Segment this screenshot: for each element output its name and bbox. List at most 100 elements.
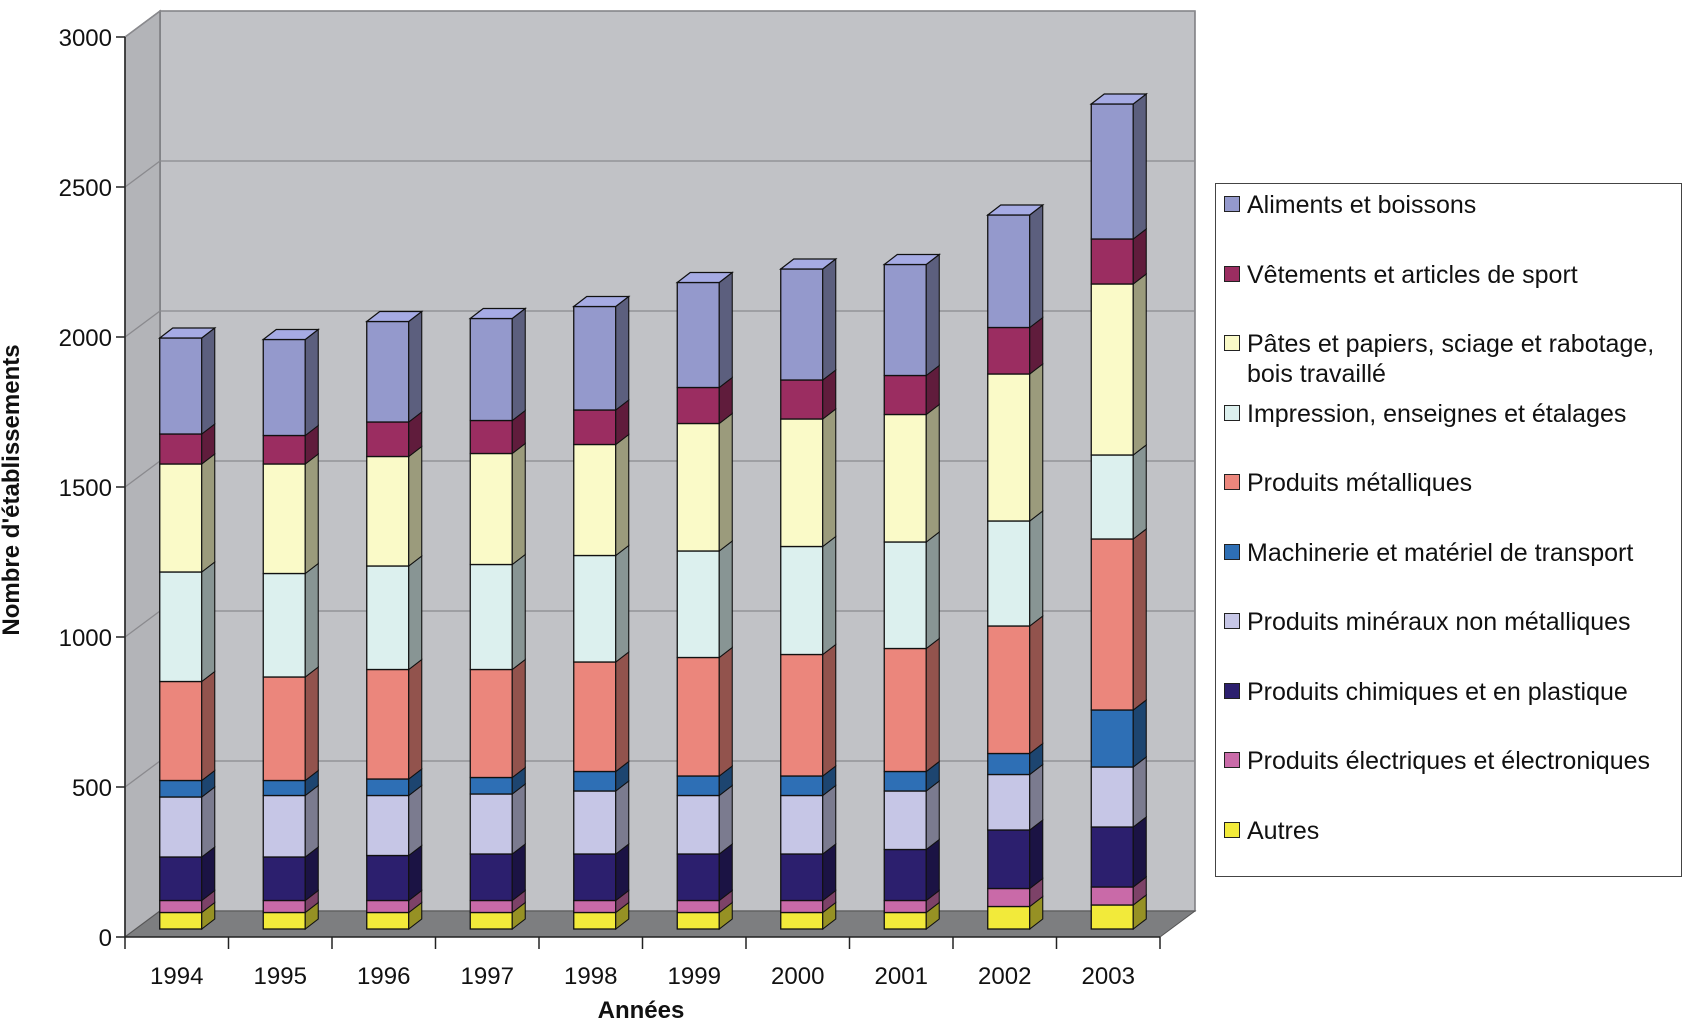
axes: 0 500 1000 1500 2000 2500 3000 1994 1995 1996 1997… [59, 25, 1161, 990]
bar-segment-side [718, 646, 733, 778]
bar-segment-side [1029, 362, 1044, 523]
legend-label: Produits métalliques [1247, 469, 1473, 497]
bar-segment [883, 413, 927, 543]
bar-segment-side [511, 658, 526, 779]
bar-segment [573, 661, 617, 773]
bar-segment [1090, 826, 1134, 888]
bar-segment [883, 911, 927, 930]
bar-top [675, 271, 735, 284]
bar-segment [159, 779, 203, 798]
legend-item: Produits électriques et électroniques [1224, 746, 1677, 776]
bar-segment [159, 911, 203, 930]
gridline-side [124, 760, 161, 788]
bar-segment [780, 899, 824, 914]
bar-segment-side [408, 310, 423, 424]
legend-item: Aliments et boissons [1224, 190, 1677, 220]
legend-item: Pâtes et papiers, sciage et rabotage, bo… [1224, 329, 1677, 389]
bar-top [157, 327, 217, 339]
legend-swatch [1224, 613, 1240, 629]
bar-segment-side [615, 544, 630, 664]
bar-segment [883, 899, 927, 914]
bar-segment-side [822, 784, 837, 856]
bar-stack-1994 [157, 326, 217, 931]
bar-segment-side [304, 452, 319, 575]
x-tick-label: 1999 [668, 963, 721, 990]
bar-segment [469, 563, 513, 671]
bar-segment [780, 545, 824, 656]
bar-segment [573, 409, 617, 446]
chart-legend: Aliments et boissons Vêtements et article… [1215, 183, 1682, 877]
bar-segment [676, 899, 720, 914]
bar-segment-side [1029, 614, 1044, 755]
bar-segment-side [304, 562, 319, 679]
bar-segment [573, 305, 617, 411]
bar-segment [987, 214, 1031, 329]
bar-segment [676, 775, 720, 797]
bar-segment-side [304, 784, 319, 859]
bar-segment [159, 571, 203, 683]
legend-swatch [1224, 543, 1240, 560]
bar-segment [366, 421, 410, 458]
bar-segment-side [408, 554, 423, 671]
bar-segment [780, 418, 824, 548]
bar-segment-side [925, 637, 940, 773]
bar-segment [159, 680, 203, 782]
bar-segment-side [615, 779, 630, 856]
bar-segment-side [718, 539, 733, 659]
bar-segment-side [718, 784, 733, 856]
bar-segment [573, 554, 617, 663]
bar-segment [469, 899, 513, 914]
bar-segment [469, 419, 513, 455]
bar-segment [883, 770, 927, 792]
bar-segment-side [1132, 698, 1147, 769]
bar-stack-1995 [261, 328, 321, 931]
bar-segment [159, 463, 203, 573]
bar-segment-side [511, 553, 526, 671]
legend-label: Autres [1247, 816, 1320, 845]
bar-segment [987, 373, 1031, 522]
bar-segment [1090, 454, 1134, 540]
y-tick-label: 2500 [59, 175, 112, 202]
gridline-side [124, 10, 161, 38]
bar-segment [1090, 904, 1134, 930]
bar-segment [366, 899, 410, 914]
bar-stack-2000 [778, 257, 838, 931]
bar-segment-side [1029, 203, 1044, 329]
bar-segment [573, 911, 617, 930]
x-tick-label: 1998 [564, 963, 617, 990]
bar-segment [159, 796, 203, 858]
x-tick-label: 2000 [771, 963, 824, 990]
legend-item: Vêtements et articles de sport [1224, 260, 1677, 290]
bar-segment [262, 572, 306, 678]
bar-segment-side [822, 535, 837, 656]
bar-segment-side [304, 665, 319, 782]
bar-segment [469, 776, 513, 795]
bar-segment-side [822, 257, 837, 382]
bar-segment [676, 281, 720, 389]
bar-segment [780, 775, 824, 797]
bar-segment [883, 541, 927, 650]
bar-segment [159, 433, 203, 465]
bar-segment [676, 550, 720, 659]
bar-segment [366, 778, 410, 797]
bar-segment-side [925, 530, 940, 650]
gridline-side [124, 160, 161, 188]
bar-segment [366, 565, 410, 671]
bar-segment-side [1029, 763, 1044, 832]
x-tick-label: 2001 [875, 963, 928, 990]
bar-segment-side [201, 785, 216, 859]
bar-segment [262, 794, 306, 858]
bar-segment [1090, 886, 1134, 906]
legend-swatch [1224, 335, 1240, 351]
bar-segment [1090, 766, 1134, 828]
legend-label: Produits minéraux non métalliques [1247, 608, 1631, 636]
bar-segment-side [1132, 443, 1147, 541]
legend-label: Produits chimiques et en plastique [1247, 677, 1628, 706]
bar-segment [780, 379, 824, 420]
bar-segment [262, 463, 306, 575]
gridline-side [124, 460, 161, 488]
gridline-side [124, 610, 161, 638]
bar-segment [366, 854, 410, 902]
bar-segment [262, 856, 306, 902]
